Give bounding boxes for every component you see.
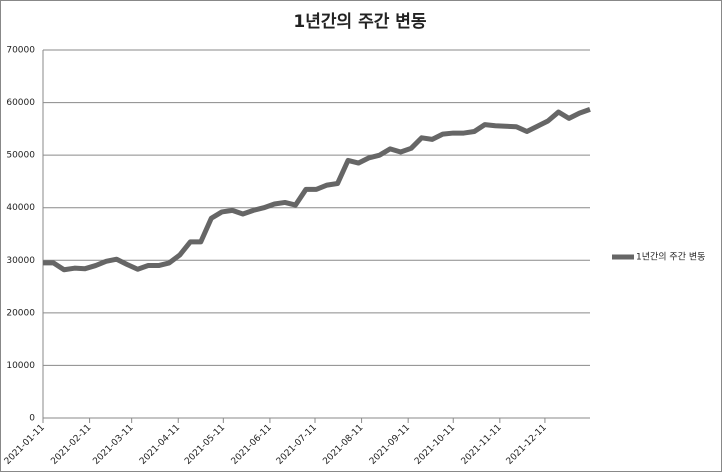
y-tick-label: 10000 — [6, 361, 35, 371]
y-tick-label: 50000 — [6, 151, 35, 161]
y-tick-label: 60000 — [6, 98, 35, 108]
y-tick-label: 70000 — [6, 46, 35, 56]
legend-label: 1년간의 주간 변동 — [636, 252, 705, 263]
y-tick-label: 30000 — [6, 256, 35, 266]
chart-title: 1년간의 주간 변동 — [293, 12, 427, 32]
series-line — [43, 107, 591, 273]
y-tick-label: 0 — [29, 414, 35, 424]
y-tick-label: 40000 — [6, 203, 35, 213]
y-tick-label: 20000 — [6, 308, 35, 318]
